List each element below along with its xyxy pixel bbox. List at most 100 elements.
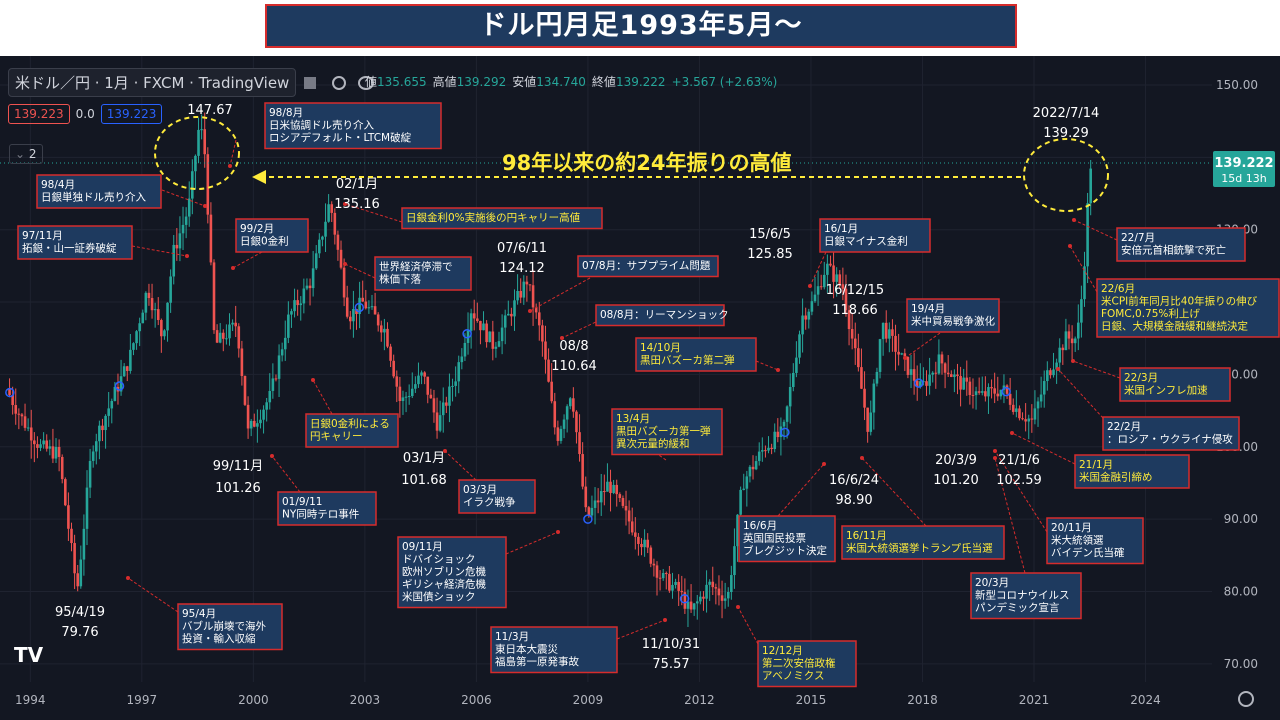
candle-body — [956, 374, 959, 377]
price-chart[interactable]: 70.0080.0090.00100.00110.00120.00130.001… — [0, 56, 1280, 720]
candle-body — [863, 388, 866, 408]
candle-body — [135, 331, 138, 344]
extreme-date-label: 02/1月 — [336, 177, 378, 192]
candle-body — [296, 300, 299, 306]
candle-body — [606, 481, 609, 492]
event-marker — [679, 594, 690, 604]
candle-body — [376, 314, 380, 326]
candle-body — [1080, 299, 1083, 323]
candle-body — [615, 484, 619, 495]
candle-body — [609, 481, 612, 494]
annotation-arrow — [755, 360, 779, 371]
candle-body — [664, 573, 668, 575]
candle-body — [132, 343, 135, 350]
candle-body — [479, 320, 482, 331]
extreme-value-label: 124.12 — [499, 261, 545, 276]
candle-body — [448, 386, 451, 406]
candle-body — [884, 322, 888, 339]
annotation-frame — [1046, 517, 1144, 565]
candle-body — [51, 446, 55, 459]
candle-body — [175, 244, 179, 249]
candle-body — [231, 322, 234, 325]
annotation-arrow — [1057, 368, 1104, 419]
candle-body — [925, 381, 928, 386]
x-tick-label: 2024 — [1130, 693, 1161, 707]
candle-body — [85, 487, 89, 529]
symbol-label[interactable]: 米ドル／円 · 1月 · FXCM · TradingView — [8, 68, 297, 97]
candle-body — [714, 587, 718, 589]
annotation-box[interactable]: 22/2月：ロシア・ウクライナ侵攻 — [1102, 416, 1240, 451]
candle-body — [221, 332, 225, 339]
annotation-box[interactable]: 08/8月：リーマンショック — [595, 304, 729, 327]
annotation-frame — [305, 413, 399, 448]
ohlc-label: 値 — [365, 75, 378, 89]
ask-price[interactable]: 139.223 — [100, 104, 163, 124]
candle-body — [547, 359, 550, 382]
candle-body — [931, 372, 935, 375]
candle-body — [810, 301, 814, 312]
chart-area[interactable]: 70.0080.0090.00100.00110.00120.00130.001… — [0, 56, 1280, 720]
candle-body — [655, 565, 659, 578]
candle-body — [878, 339, 882, 372]
candle-body — [767, 447, 770, 451]
annotation-arrow — [344, 263, 376, 279]
annotation-text: パンデミック宣言 — [975, 601, 1060, 614]
more-icon[interactable] — [358, 75, 375, 90]
candle-body — [522, 281, 526, 298]
candle-body — [426, 376, 430, 395]
event-marker — [462, 328, 472, 339]
candle-body — [293, 300, 296, 312]
annotation-text: 22/7月 — [1121, 232, 1155, 244]
candle-body — [79, 559, 83, 587]
candle-body — [534, 307, 538, 313]
annotation-box[interactable]: 07/8月：サブプライム問題 — [577, 255, 719, 278]
candle-body — [57, 446, 61, 457]
flag-icon[interactable] — [304, 76, 317, 89]
candle-body — [621, 498, 625, 506]
candle-body — [243, 375, 247, 405]
candle-body — [599, 491, 603, 503]
candle-body — [922, 381, 925, 383]
candle-body — [472, 313, 476, 319]
settings-icon[interactable] — [332, 75, 347, 90]
candle-body — [596, 500, 600, 503]
indicator-count-button[interactable]: ⌄ 2 — [9, 144, 43, 164]
annotation-text: 黒田バズーカ第一弾 — [616, 425, 711, 438]
annotation-box[interactable]: 日銀金利0%実施後の円キャリー高値 — [401, 207, 603, 230]
candle-body — [708, 581, 711, 585]
annotation-box[interactable]: 22/6月米CPI前年同月比40年振りの伸びFOMC,0.75%利上げ日銀、大規… — [1096, 278, 1280, 338]
candle-body — [256, 423, 259, 427]
annotation-text: 拓銀・山一証券破綻 — [22, 242, 117, 255]
candle-body — [271, 378, 275, 391]
candle-body — [819, 286, 823, 288]
annotation-text: 11/3月 — [495, 631, 529, 643]
candle-body — [410, 388, 414, 397]
candle-body — [584, 486, 588, 508]
bid-price[interactable]: 139.223 — [8, 104, 70, 124]
annotation-text: 日銀マイナス金利 — [824, 235, 908, 248]
annotation-arrow — [809, 251, 827, 287]
